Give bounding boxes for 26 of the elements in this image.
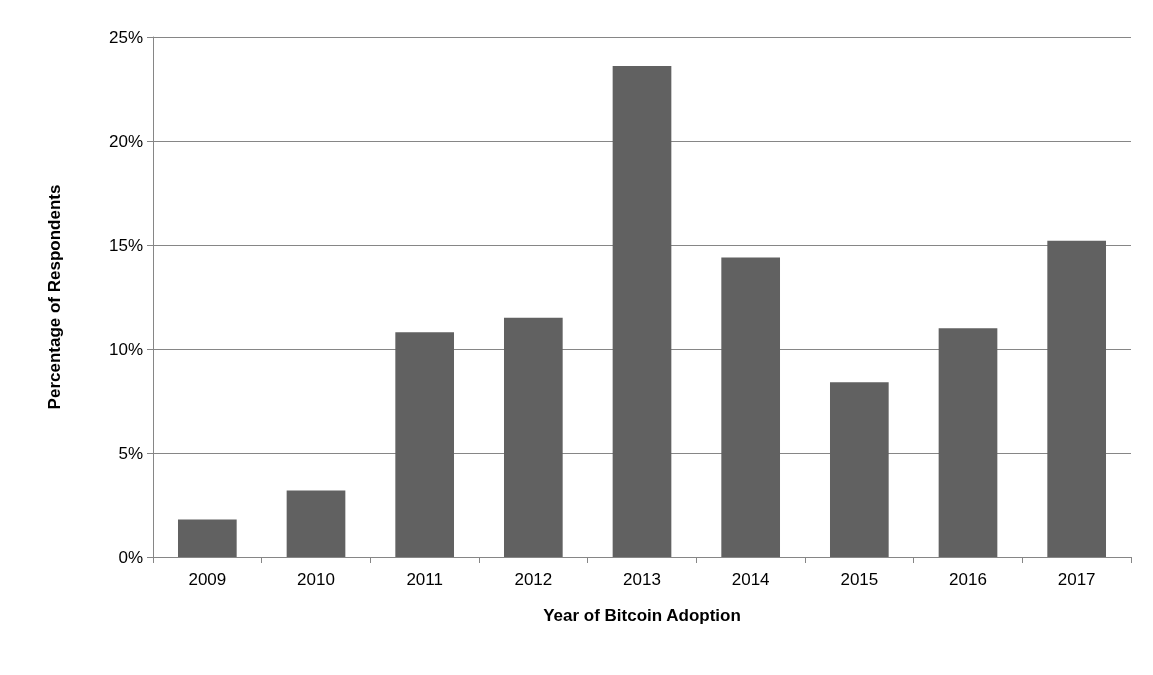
x-tick-label: 2010	[297, 570, 335, 589]
bar	[177, 519, 237, 557]
x-tick-label: 2015	[840, 570, 879, 589]
bar	[721, 257, 781, 557]
x-tick-label: 2013	[623, 570, 661, 589]
bar	[829, 382, 889, 557]
y-tick-label: 0%	[118, 547, 143, 567]
y-tick-label: 20%	[108, 131, 143, 151]
y-tick-label: 10%	[108, 339, 143, 359]
y-tick-label: 15%	[108, 235, 143, 255]
bar	[395, 332, 455, 557]
bar	[503, 317, 563, 557]
x-tick-label: 2011	[406, 570, 443, 589]
x-tick-label: 2009	[188, 570, 227, 589]
x-tick-label: 2012	[514, 570, 553, 589]
x-tick-label: 2014	[731, 570, 770, 589]
x-tick-label: 2017	[1057, 570, 1096, 589]
bar	[286, 490, 346, 557]
y-axis-title: Percentage of Respondents	[45, 184, 64, 410]
x-tick-label: 2016	[949, 570, 987, 589]
y-tick-label: 25%	[108, 27, 143, 47]
bar	[1047, 240, 1107, 557]
bar	[612, 66, 672, 557]
x-axis-title: Year of Bitcoin Adoption	[543, 606, 741, 625]
bar	[938, 328, 998, 557]
y-tick-label: 5%	[118, 443, 143, 463]
